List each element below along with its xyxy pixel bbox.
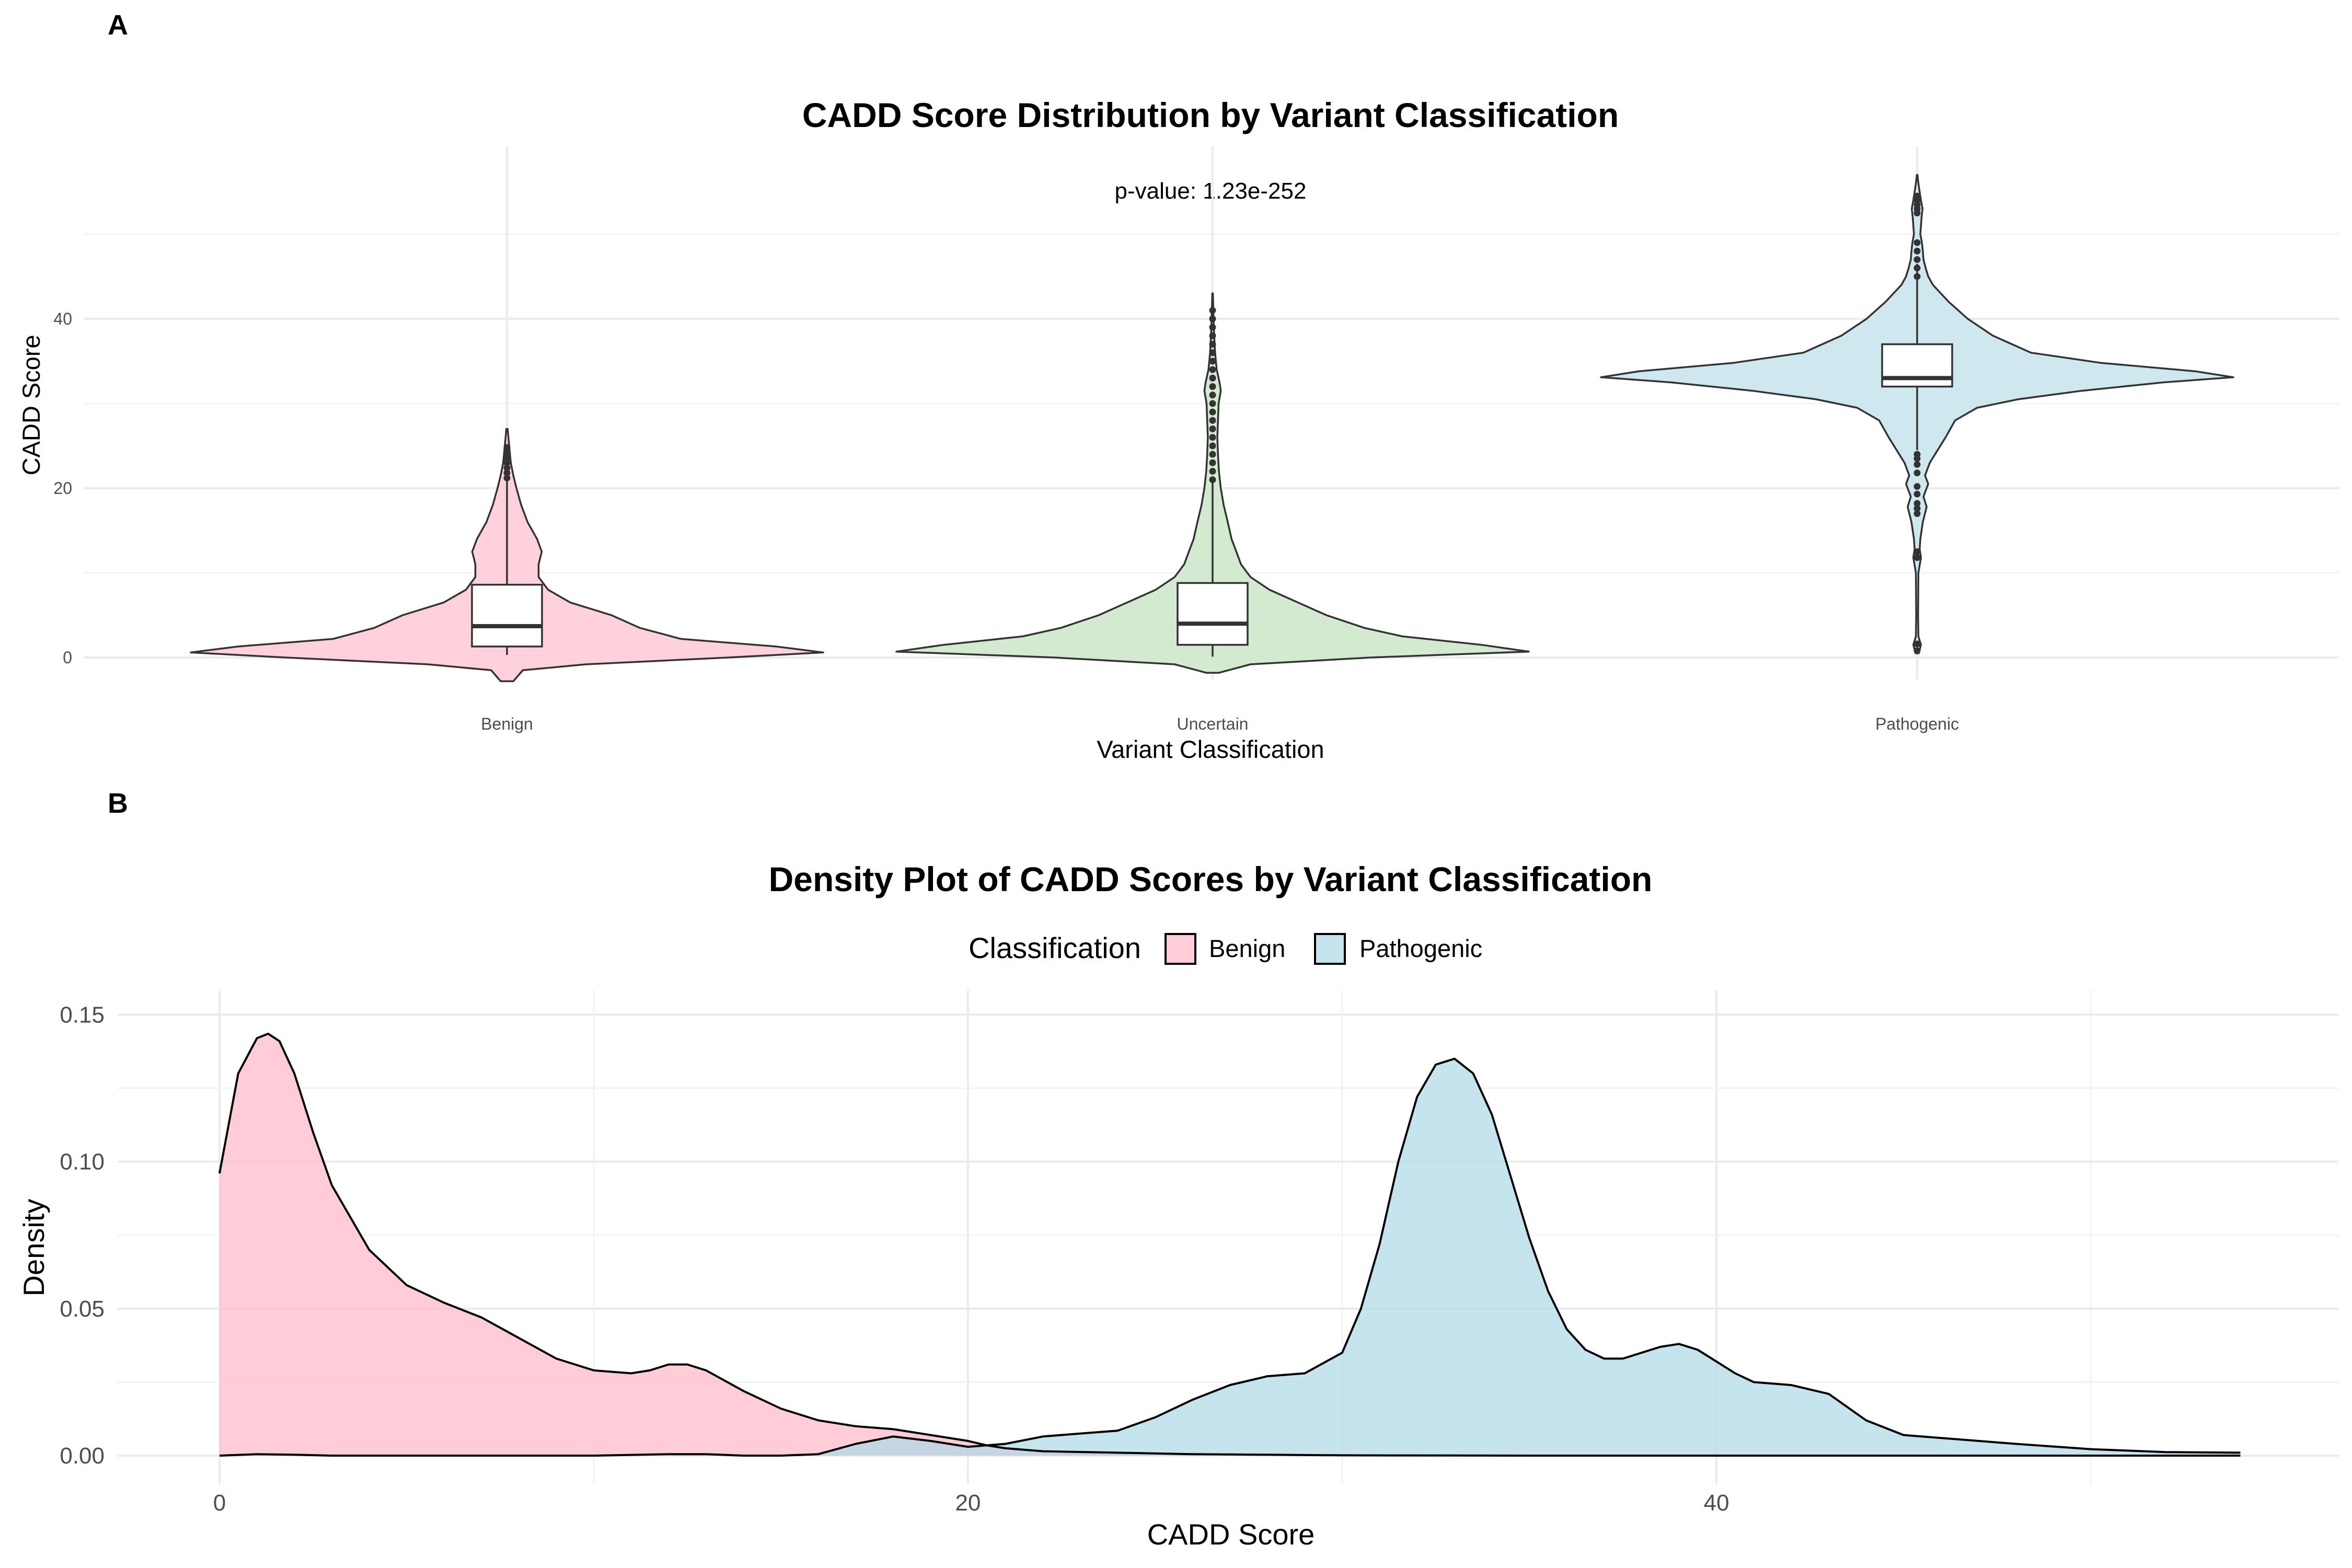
panel-a-x-tick-uncertain: Uncertain [1177,714,1249,733]
violin-group-benign [190,428,824,683]
outlier-point-uncertain-20 [1209,307,1216,314]
panel-b-density-areas [218,1032,2241,1457]
panel-a-violins [190,174,2234,683]
panel-b-y-tick-0: 0.00 [60,1443,105,1469]
outlier-point-uncertain-17 [1209,332,1216,339]
outlier-point-pathogenic-9 [1913,469,1921,477]
panel-a-y-tick-20: 20 [53,479,72,498]
panel-b-y-axis-title: Density [17,1199,50,1297]
panel-b-x-tick-0: 0 [213,1490,226,1516]
legend-swatch-pathogenic [1314,933,1346,965]
panel-a-y-tick-0: 0 [63,648,72,667]
violin-group-pathogenic [1600,174,2234,654]
outlier-point-uncertain-8 [1209,408,1216,416]
outlier-point-pathogenic-3 [1913,548,1921,555]
outlier-point-uncertain-13 [1209,366,1216,373]
outlier-point-pathogenic-5 [1913,505,1921,512]
outlier-point-uncertain-16 [1209,341,1216,348]
outlier-point-uncertain-18 [1209,324,1216,331]
outlier-point-uncertain-1 [1209,468,1216,475]
outlier-point-uncertain-12 [1209,374,1216,382]
outlier-point-uncertain-14 [1209,358,1216,365]
panel-b: B Density Plot of CADD Scores by Variant… [17,788,2339,1551]
outlier-point-uncertain-5 [1209,434,1216,441]
outlier-point-benign-0 [503,475,511,482]
outlier-point-benign-6 [503,444,511,451]
panel-b-x-tick-labels: 0 20 40 [213,1490,1730,1516]
panel-b-y-tick-0-15: 0.15 [60,1002,105,1028]
legend-title: Classification [969,931,1141,964]
panel-a-x-tick-benign: Benign [481,714,533,733]
panel-a-y-tick-labels: 0 20 40 [53,309,72,667]
panel-b-x-tick-40: 40 [1704,1490,1730,1516]
outlier-point-pathogenic-4 [1913,510,1921,517]
outlier-point-pathogenic-7 [1913,490,1921,498]
outlier-point-uncertain-9 [1209,400,1216,407]
outlier-point-uncertain-7 [1209,417,1216,424]
panel-a-letter: A [108,9,128,41]
outlier-point-pathogenic-22 [1913,192,1921,200]
outlier-point-pathogenic-0 [1913,647,1921,654]
outlier-point-pathogenic-14 [1913,264,1921,272]
panel-a-title: CADD Score Distribution by Variant Class… [802,96,1619,134]
panel-a: A CADD Score Distribution by Variant Cla… [17,9,2339,763]
legend-label-pathogenic: Pathogenic [1359,935,1482,962]
panel-a-y-axis-title: CADD Score [17,335,45,475]
panel-a-x-axis-title: Variant Classification [1097,735,1324,763]
panel-b-title: Density Plot of CADD Scores by Variant C… [769,860,1653,898]
density-line-pathogenic [219,1057,2241,1457]
boxplot-box-uncertain [1177,582,1249,646]
outlier-point-pathogenic-8 [1913,483,1921,490]
outlier-point-benign-2 [503,464,511,471]
panel-b-x-axis-title: CADD Score [1147,1518,1315,1551]
density-line-benign [218,1032,2241,1457]
p-value-annotation: p-value: 1.23e-252 [1115,178,1307,204]
outlier-point-pathogenic-17 [1913,239,1921,246]
panel-b-y-tick-labels: 0.00 0.05 0.10 0.15 [60,1002,105,1469]
outlier-point-pathogenic-6 [1913,500,1921,507]
panel-a-y-tick-40: 40 [53,309,72,328]
outlier-point-uncertain-0 [1209,476,1216,483]
outlier-point-uncertain-3 [1209,451,1216,458]
panel-a-x-tick-labels: Benign Uncertain Pathogenic [481,714,1959,733]
outlier-point-pathogenic-13 [1913,273,1921,280]
legend: Classification Benign Pathogenic [969,931,1482,965]
panel-b-y-tick-0-05: 0.05 [60,1296,105,1322]
panel-b-x-tick-20: 20 [955,1490,981,1516]
outlier-point-pathogenic-16 [1913,247,1921,255]
outlier-point-uncertain-10 [1209,391,1216,399]
outlier-point-pathogenic-15 [1913,256,1921,263]
legend-label-benign: Benign [1209,935,1285,962]
outlier-point-pathogenic-12 [1913,451,1921,458]
legend-swatch-benign [1165,933,1196,965]
violin-group-uncertain [895,292,1530,674]
outlier-point-uncertain-15 [1209,349,1216,356]
outlier-point-uncertain-4 [1209,442,1216,449]
outlier-point-benign-1 [503,469,511,477]
density-area-benign [220,1033,2241,1456]
outlier-point-uncertain-11 [1209,383,1216,390]
boxplot-box-pathogenic [1881,343,1953,388]
outlier-point-uncertain-2 [1209,459,1216,466]
outlier-point-pathogenic-10 [1913,461,1921,468]
panel-b-y-tick-0-1: 0.10 [60,1149,105,1175]
panel-b-letter: B [108,788,128,819]
outlier-point-pathogenic-2 [1913,554,1921,561]
outlier-point-benign-4 [503,454,511,462]
outlier-point-uncertain-6 [1209,425,1216,433]
outlier-point-uncertain-19 [1209,315,1216,322]
outlier-point-benign-3 [503,459,511,466]
boxplot-box-benign [471,583,543,648]
outlier-point-pathogenic-1 [1913,640,1921,648]
outlier-point-benign-5 [503,449,511,456]
panel-a-x-tick-pathogenic: Pathogenic [1875,714,1959,733]
